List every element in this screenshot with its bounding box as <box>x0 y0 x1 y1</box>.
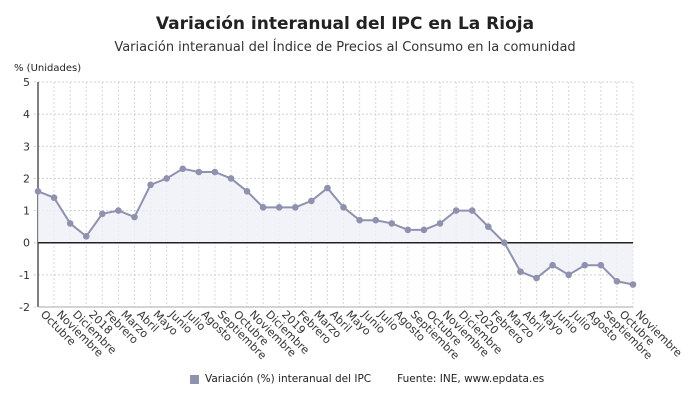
data-point <box>533 274 540 282</box>
data-point <box>597 261 605 269</box>
data-point <box>291 204 299 211</box>
data-point <box>324 184 331 192</box>
data-point <box>195 168 203 176</box>
data-point <box>388 220 396 227</box>
data-point <box>549 261 556 269</box>
y-tick-label: 3 <box>23 140 30 153</box>
data-point <box>484 223 492 230</box>
chart-subtitle: Variación interanual del Índice de Preci… <box>114 40 576 55</box>
data-point <box>82 232 90 240</box>
y-tick-label: 4 <box>23 108 30 121</box>
y-tick-label: 0 <box>23 237 30 250</box>
y-tick-label: 2 <box>23 172 30 185</box>
y-tick-label: 1 <box>23 205 30 218</box>
data-point <box>581 261 589 269</box>
data-point <box>356 216 363 224</box>
data-point <box>66 220 74 227</box>
data-point <box>629 281 637 288</box>
data-point <box>468 207 476 214</box>
data-point <box>131 213 138 221</box>
data-point <box>517 268 524 275</box>
y-axis-label: % (Unidades) <box>14 63 82 74</box>
y-tick-label: -2 <box>19 301 30 314</box>
series-area <box>38 168 633 285</box>
legend-label: Variación (%) interanual del IPC <box>205 373 372 385</box>
data-point <box>34 187 42 195</box>
chart-title: Variación interanual del IPC en La Rioja <box>155 14 535 34</box>
data-point <box>308 197 315 205</box>
data-point <box>179 165 187 173</box>
data-point <box>436 220 444 227</box>
data-point <box>163 175 170 182</box>
data-point <box>452 207 460 214</box>
data-point <box>147 181 154 189</box>
data-point <box>259 204 267 211</box>
data-point <box>275 204 283 211</box>
data-point <box>420 226 428 234</box>
data-point <box>501 239 508 247</box>
y-tick-label: -1 <box>19 269 30 282</box>
data-point <box>99 210 106 218</box>
source-text: Fuente: INE, www.epdata.es <box>397 373 545 385</box>
data-point <box>372 216 380 224</box>
data-point <box>50 194 58 202</box>
data-point <box>565 271 572 279</box>
data-point <box>404 226 412 234</box>
y-tick-label: 5 <box>23 76 30 89</box>
data-point <box>613 277 621 285</box>
data-point <box>115 207 122 214</box>
data-point <box>211 168 219 176</box>
legend-swatch <box>190 374 199 384</box>
data-point <box>227 175 235 182</box>
data-point <box>243 187 251 195</box>
legend: Variación (%) interanual del IPC Fuente:… <box>190 373 544 385</box>
data-point <box>340 204 347 211</box>
